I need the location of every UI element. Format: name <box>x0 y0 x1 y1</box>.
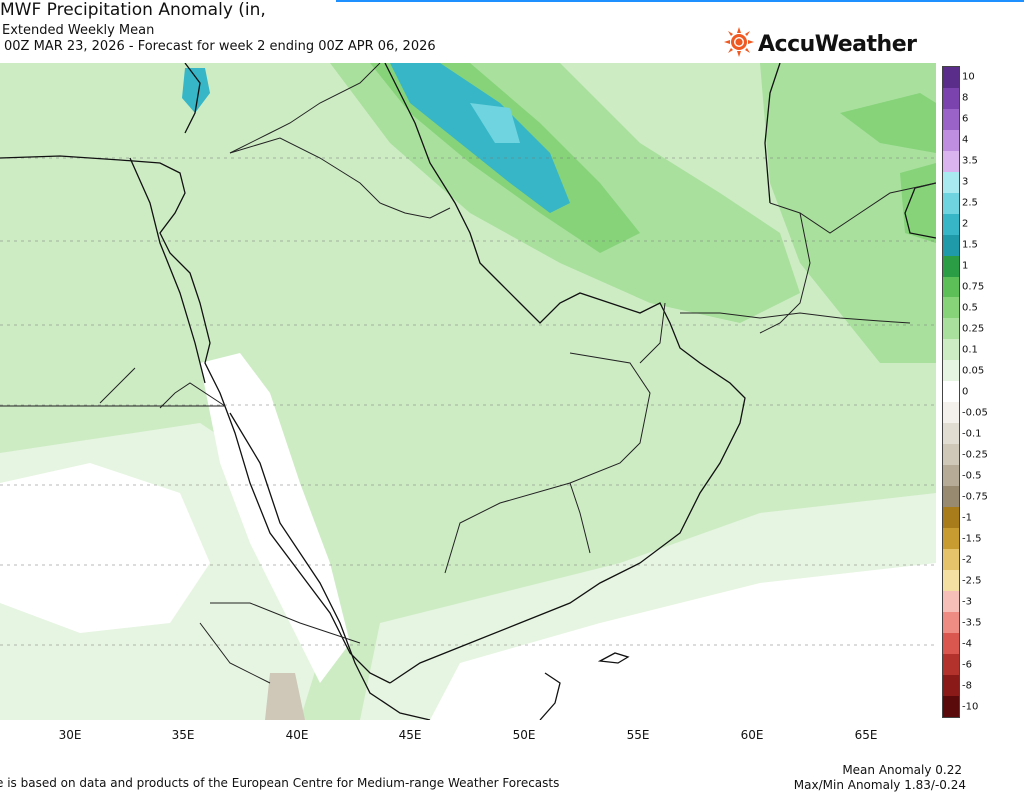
longitude-label: 60E <box>740 728 764 742</box>
longitude-label: 50E <box>512 728 536 742</box>
colorbar-swatch <box>943 674 959 696</box>
colorbar-swatch <box>943 548 959 570</box>
colorbar-swatch <box>943 87 959 109</box>
colorbar-label: 3 <box>962 176 969 188</box>
colorbar-swatch <box>943 276 959 298</box>
colorbar-swatch <box>943 527 959 549</box>
longitude-label: 35E <box>171 728 195 742</box>
colorbar-swatch <box>943 695 959 717</box>
anomaly-field-neutral <box>200 353 350 683</box>
colorbar-label: -0.1 <box>962 428 982 440</box>
minmax-anomaly: Max/Min Anomaly 1.83/-0.24 <box>793 778 966 792</box>
colorbar-label: 6 <box>962 113 969 125</box>
longitude-label: 65E <box>854 728 878 742</box>
colorbar-label: -2.5 <box>962 575 982 587</box>
colorbar-label: 0 <box>962 386 969 398</box>
colorbar-label: 0.25 <box>962 323 985 335</box>
coastlines <box>0 63 936 720</box>
colorbar-swatch <box>943 381 959 403</box>
colorbar-label: -4 <box>962 638 972 650</box>
colorbar-swatch <box>943 129 959 151</box>
sun-icon <box>724 27 754 61</box>
country-borders <box>0 63 936 684</box>
colorbar-swatch <box>943 213 959 235</box>
colorbar-label: 1.5 <box>962 239 978 251</box>
colorbar-swatch <box>943 318 959 340</box>
colorbar-label: -0.75 <box>962 491 988 503</box>
colorbar-swatch <box>943 653 959 675</box>
colorbar-label: 0.75 <box>962 281 985 293</box>
anomaly-field-high <box>900 163 936 243</box>
anomaly-field-max <box>182 68 210 113</box>
anomaly-field-max <box>390 63 570 213</box>
colorbar-swatch <box>943 632 959 654</box>
longitude-label: 30E <box>58 728 82 742</box>
colorbar-label: -2 <box>962 554 972 566</box>
colorbar-label: -0.05 <box>962 407 988 419</box>
colorbar-label: 0.05 <box>962 365 985 377</box>
header-rule <box>336 0 1024 2</box>
colorbar-swatch <box>943 67 959 88</box>
longitude-label: 55E <box>626 728 650 742</box>
longitude-label: 45E <box>398 728 422 742</box>
colorbar-swatch <box>943 465 959 487</box>
colorbar-swatch <box>943 569 959 591</box>
precipitation-map <box>0 63 936 720</box>
data-attribution: e is based on data and products of the E… <box>0 776 560 790</box>
colorbar-swatch <box>943 507 959 528</box>
anomaly-field-high <box>840 93 936 153</box>
colorbar-swatch <box>943 108 959 130</box>
colorbar-swatch <box>943 297 959 319</box>
graticule <box>0 157 936 646</box>
colorbar-label: -0.5 <box>962 470 982 482</box>
colorbar-swatch <box>943 192 959 214</box>
colorbar-swatch <box>943 360 959 382</box>
colorbar-label: 3.5 <box>962 155 978 167</box>
colorbar-label: 2.5 <box>962 197 978 209</box>
colorbar-label: -8 <box>962 680 972 692</box>
colorbar-label: 2 <box>962 218 969 230</box>
colorbar-label: -3 <box>962 596 972 608</box>
colorbar-label: 1 <box>962 260 969 272</box>
anomaly-field-dry <box>265 673 305 720</box>
accuweather-logo: AccuWeather <box>724 27 917 61</box>
colorbar-label: 10 <box>962 71 975 83</box>
colorbar-label: -1 <box>962 512 972 524</box>
colorbar-label: 4 <box>962 134 969 146</box>
colorbar-label: -10 <box>962 701 979 713</box>
colorbar <box>942 66 960 718</box>
colorbar-label: -1.5 <box>962 533 982 545</box>
colorbar-swatch <box>943 339 959 361</box>
map-title: MWF Precipitation Anomaly (in, <box>0 0 266 20</box>
colorbar-swatch <box>943 423 959 445</box>
colorbar-label: 0.1 <box>962 344 978 356</box>
mean-anomaly: Mean Anomaly 0.22 <box>842 763 962 777</box>
colorbar-swatch <box>943 171 959 193</box>
colorbar-swatch <box>943 255 959 277</box>
colorbar-swatch <box>943 611 959 633</box>
map-subtitle: Extended Weekly Mean <box>2 23 155 38</box>
colorbar-swatch <box>943 444 959 466</box>
colorbar-label: -6 <box>962 659 972 671</box>
colorbar-swatch <box>943 486 959 508</box>
anomaly-field-neutral <box>0 463 210 633</box>
forecast-valid-time: 00Z MAR 23, 2026 - Forecast for week 2 e… <box>4 39 436 54</box>
colorbar-swatch <box>943 150 959 172</box>
longitude-label: 40E <box>285 728 309 742</box>
colorbar-label: 0.5 <box>962 302 978 314</box>
colorbar-swatch <box>943 402 959 424</box>
colorbar-swatch <box>943 234 959 256</box>
anomaly-field-peak <box>470 103 520 143</box>
colorbar-label: -0.25 <box>962 449 988 461</box>
colorbar-label: 8 <box>962 92 969 104</box>
colorbar-label: -3.5 <box>962 617 982 629</box>
colorbar-swatch <box>943 590 959 612</box>
logo-wordmark: AccuWeather <box>758 31 917 57</box>
